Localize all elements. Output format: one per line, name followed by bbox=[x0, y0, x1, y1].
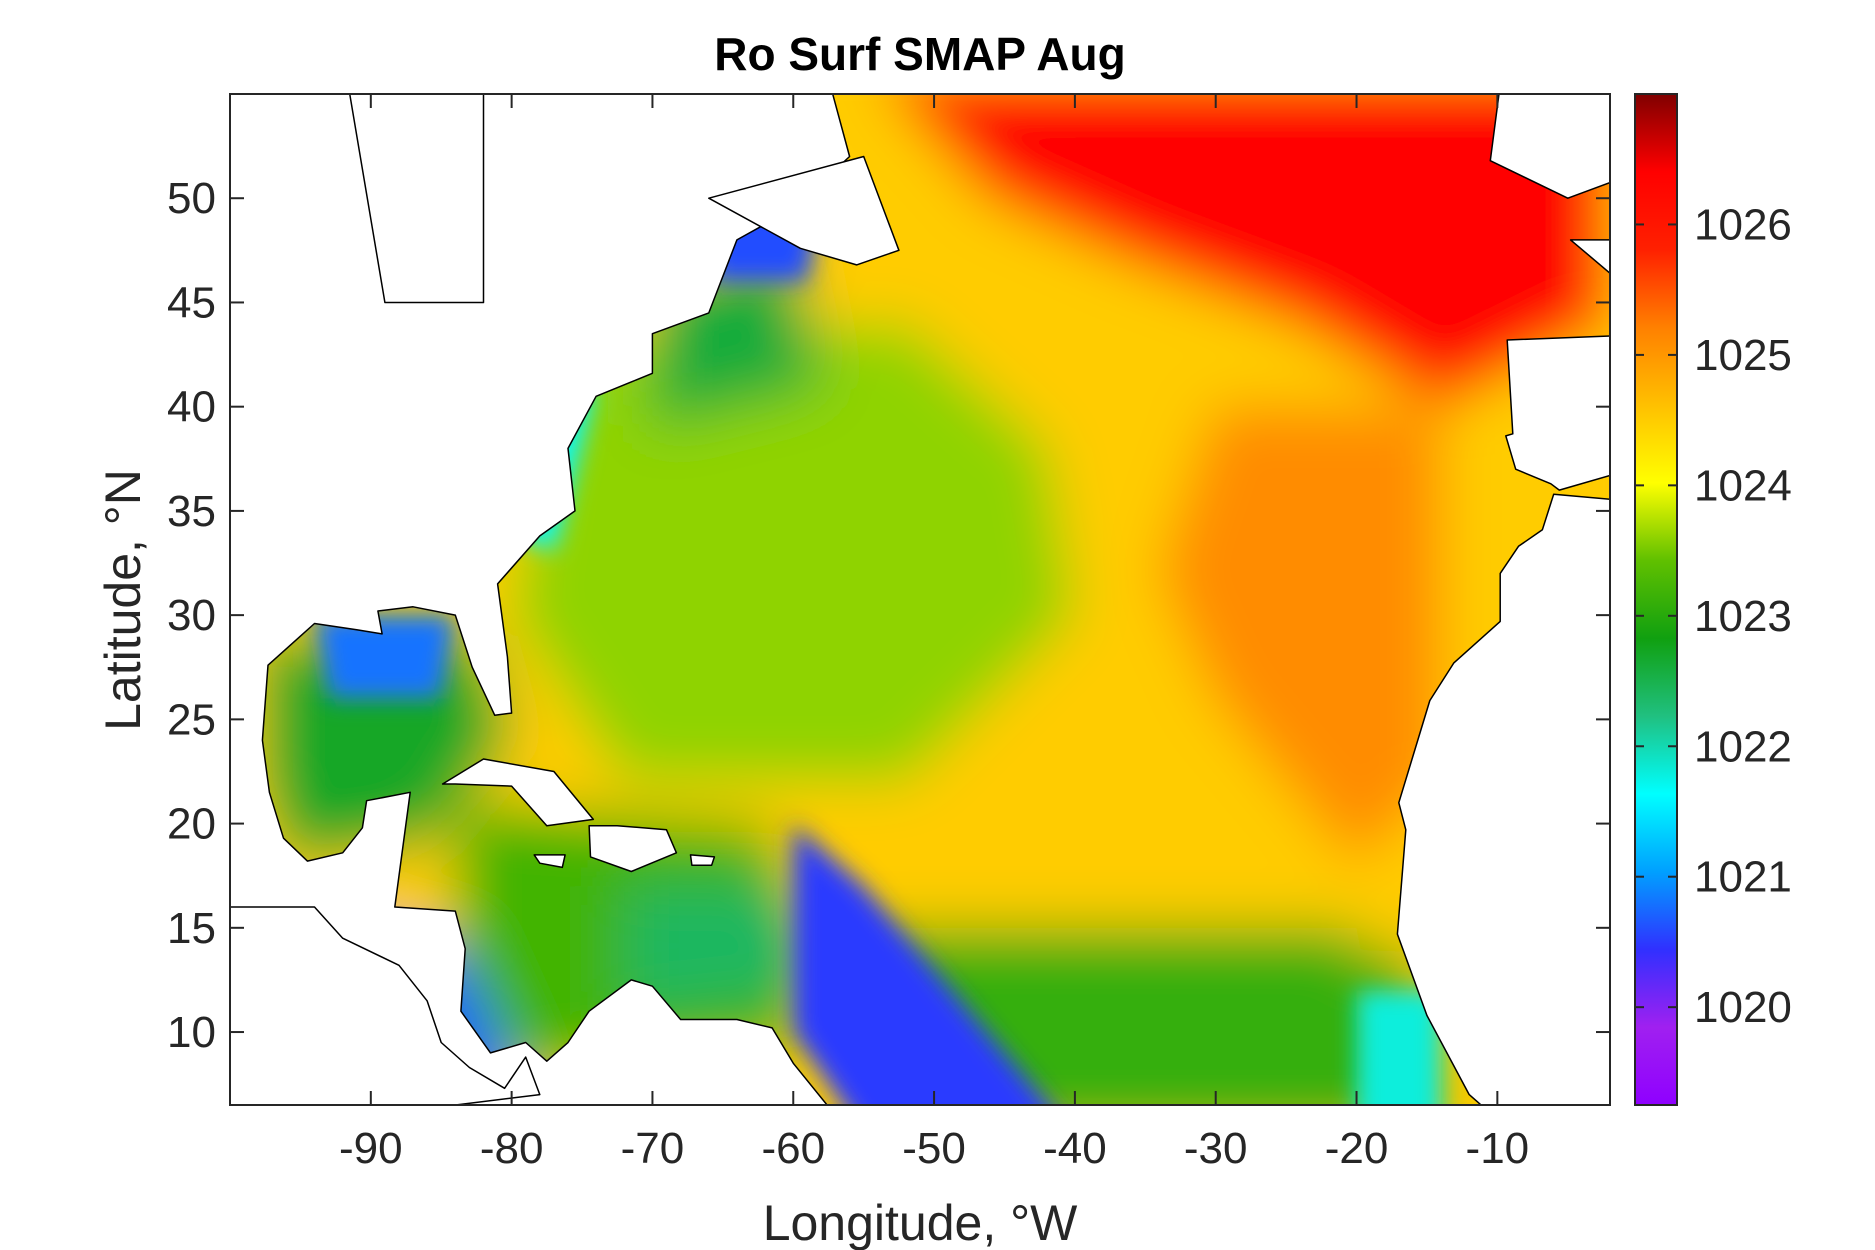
x-tick-label: -60 bbox=[761, 1124, 825, 1173]
land-hispaniola bbox=[588, 824, 678, 873]
field-amazon bbox=[793, 823, 1049, 1105]
plot-frame bbox=[229, 93, 1611, 1106]
colorbar-tick-label: 1025 bbox=[1694, 331, 1792, 380]
colorbar-tick-label: 1022 bbox=[1694, 722, 1792, 771]
land-canada-west bbox=[348, 94, 485, 304]
field-gulf-shelf bbox=[314, 615, 456, 699]
x-axis-label: Longitude, °W bbox=[763, 1195, 1078, 1250]
land-jamaica bbox=[533, 854, 566, 869]
y-tick-label: 40 bbox=[167, 383, 216, 432]
y-tick-label: 25 bbox=[167, 695, 216, 744]
land-cuba bbox=[441, 758, 595, 827]
land-puerto-rico bbox=[689, 854, 716, 867]
y-tick-label: 20 bbox=[167, 800, 216, 849]
land-british-isles bbox=[1489, 94, 1610, 199]
field-tropical-south bbox=[905, 948, 1437, 1105]
x-tick-label: -10 bbox=[1466, 1124, 1530, 1173]
colorbar-tick-label: 1020 bbox=[1694, 983, 1792, 1032]
land-americas bbox=[230, 94, 851, 1105]
x-tick-label: -20 bbox=[1325, 1124, 1389, 1173]
field-caribbean-east bbox=[624, 886, 822, 1012]
colorbar-tick-label: 1026 bbox=[1694, 200, 1792, 249]
land-mask bbox=[230, 94, 1610, 1105]
field-gulf bbox=[258, 636, 512, 866]
x-tick-label: -50 bbox=[902, 1124, 966, 1173]
colorbar-ticks: 1020 1021 1022 1023 1024 1025 1026 bbox=[1635, 200, 1792, 1032]
land-africa bbox=[1396, 493, 1610, 1105]
y-tick-label: 50 bbox=[167, 174, 216, 223]
chart-title: Ro Surf SMAP Aug bbox=[714, 28, 1125, 80]
land-iberia bbox=[1505, 239, 1610, 491]
field-guinea bbox=[1356, 990, 1441, 1105]
y-axis: 10 15 20 25 30 35 40 45 50 bbox=[167, 174, 1610, 1057]
land-newfoundland bbox=[708, 155, 900, 266]
y-tick-label: 30 bbox=[167, 591, 216, 640]
y-tick-label: 35 bbox=[167, 487, 216, 536]
x-tick-label: -30 bbox=[1184, 1124, 1248, 1173]
colorbar-tick-label: 1023 bbox=[1694, 592, 1792, 641]
x-tick-label: -40 bbox=[1043, 1124, 1107, 1173]
x-axis: -90 -80 -70 -60 -50 -40 -30 -20 -10 bbox=[339, 94, 1529, 1173]
y-tick-label: 45 bbox=[167, 278, 216, 327]
y-tick-label: 15 bbox=[167, 904, 216, 953]
x-tick-label: -70 bbox=[621, 1124, 685, 1173]
plot-area bbox=[230, 94, 1610, 1105]
colorbar-tick-label: 1021 bbox=[1694, 853, 1792, 902]
y-axis-label: Latitude, °N bbox=[95, 469, 151, 731]
x-tick-label: -80 bbox=[480, 1124, 544, 1173]
field-east-subtropical bbox=[1159, 406, 1441, 866]
field-sargasso bbox=[511, 323, 1075, 782]
colorbar bbox=[1634, 93, 1678, 1106]
x-tick-label: -90 bbox=[339, 1124, 403, 1173]
field-northeast bbox=[896, 94, 1610, 407]
colorbar-tick-label: 1024 bbox=[1694, 461, 1792, 510]
y-tick-label: 10 bbox=[167, 1008, 216, 1057]
